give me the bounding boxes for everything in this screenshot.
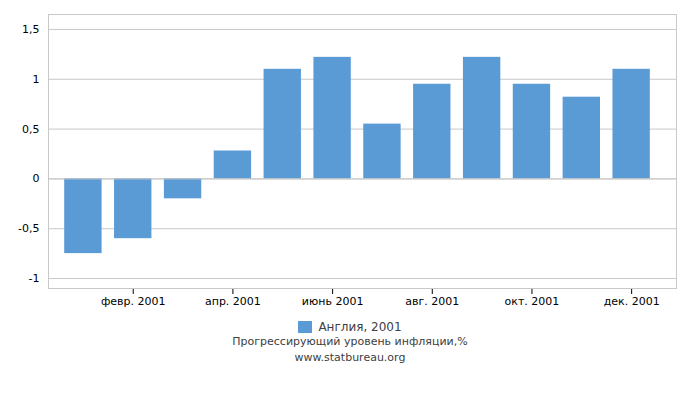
- html-text:www.statbureau.org: www.statbureau.org: [294, 351, 406, 364]
- svg-text:0: 0: [33, 172, 40, 185]
- svg-text:-1: -1: [29, 272, 40, 285]
- svg-text:1,5: 1,5: [22, 23, 40, 36]
- svg-text:февр. 2001: февр. 2001: [101, 295, 166, 308]
- svg-text:авг. 2001: авг. 2001: [405, 295, 459, 308]
- html-text:Англия, 2001: Англия, 2001: [318, 320, 402, 334]
- svg-text:окт. 2001: окт. 2001: [505, 295, 560, 308]
- svg-text:0,5: 0,5: [22, 123, 40, 136]
- svg-text:1: 1: [33, 73, 40, 86]
- svg-text:июнь 2001: июнь 2001: [302, 295, 364, 308]
- html-text:Прогрессирующий уровень инфляц: Прогрессирующий уровень инфляции,%: [232, 335, 468, 348]
- svg-text:-0,5: -0,5: [18, 222, 39, 235]
- svg-text:дек. 2001: дек. 2001: [604, 295, 660, 308]
- svg-text:апр. 2001: апр. 2001: [205, 295, 261, 308]
